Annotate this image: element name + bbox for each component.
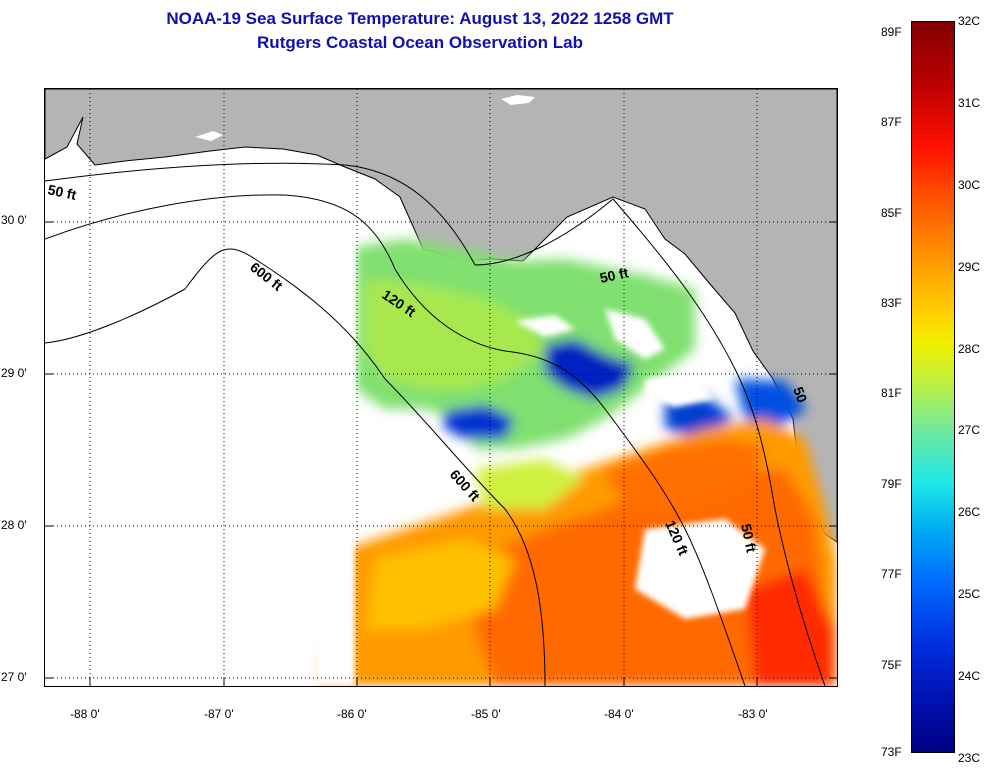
colorbar-f-73: 73F	[881, 745, 902, 759]
map-subtitle: Rutgers Coastal Ocean Observation Lab	[257, 33, 583, 52]
colorbar-c-24: 24C	[958, 669, 981, 683]
colorbar-c-32: 32C	[958, 14, 981, 28]
contour-label-50ft-west: 50 ft	[46, 181, 78, 203]
lon-label-87: -87 0'	[204, 707, 234, 721]
contour-label-50ft-east: 50 ft	[598, 264, 630, 286]
lon-label-85: -85 0'	[471, 707, 501, 721]
colorbar-f-89: 89F	[881, 25, 902, 39]
colorbar-f-85: 85F	[881, 206, 902, 220]
colorbar-c-26: 26C	[958, 505, 981, 519]
contour-120ft	[45, 194, 746, 686]
lon-label-88: -88 0'	[70, 707, 100, 721]
colorbar-f-79: 79F	[881, 477, 902, 491]
colorbar-c-27: 27C	[958, 423, 981, 437]
colorbar-f-81: 81F	[881, 386, 902, 400]
lat-label-30: 30 0'	[1, 213, 27, 227]
sst-map[interactable]: 50 ft 600 ft 120 ft 50 ft 600 ft 120 ft …	[44, 88, 838, 687]
contour-label-50ft-south: 50 ft	[738, 522, 760, 554]
contour-600ft	[45, 248, 546, 686]
colorbar-f-83: 83F	[881, 296, 902, 310]
lat-label-29: 29 0'	[1, 366, 27, 380]
colorbar-c-28: 28C	[958, 342, 981, 356]
colorbar-c-25: 25C	[958, 587, 981, 601]
temperature-colorbar	[911, 21, 955, 753]
colorbar-c-30: 30C	[958, 178, 981, 192]
colorbar-c-23: 23C	[958, 751, 981, 765]
lon-label-83: -83 0'	[738, 707, 768, 721]
colorbar-f-77: 77F	[881, 567, 902, 581]
lon-label-84: -84 0'	[604, 707, 634, 721]
contour-50ft	[45, 162, 826, 686]
colorbar-c-31: 31C	[958, 96, 981, 110]
graticule	[45, 89, 837, 686]
lat-label-27: 27 0'	[1, 670, 27, 684]
contour-label-coastal: 50	[790, 385, 810, 405]
colorbar-f-75: 75F	[881, 658, 902, 672]
colorbar-c-29: 29C	[958, 260, 981, 274]
lat-label-28: 28 0'	[1, 518, 27, 532]
colorbar-f-87: 87F	[881, 115, 902, 129]
map-title: NOAA-19 Sea Surface Temperature: August …	[166, 9, 674, 28]
depth-contours	[45, 162, 826, 686]
lon-label-86: -86 0'	[337, 707, 367, 721]
